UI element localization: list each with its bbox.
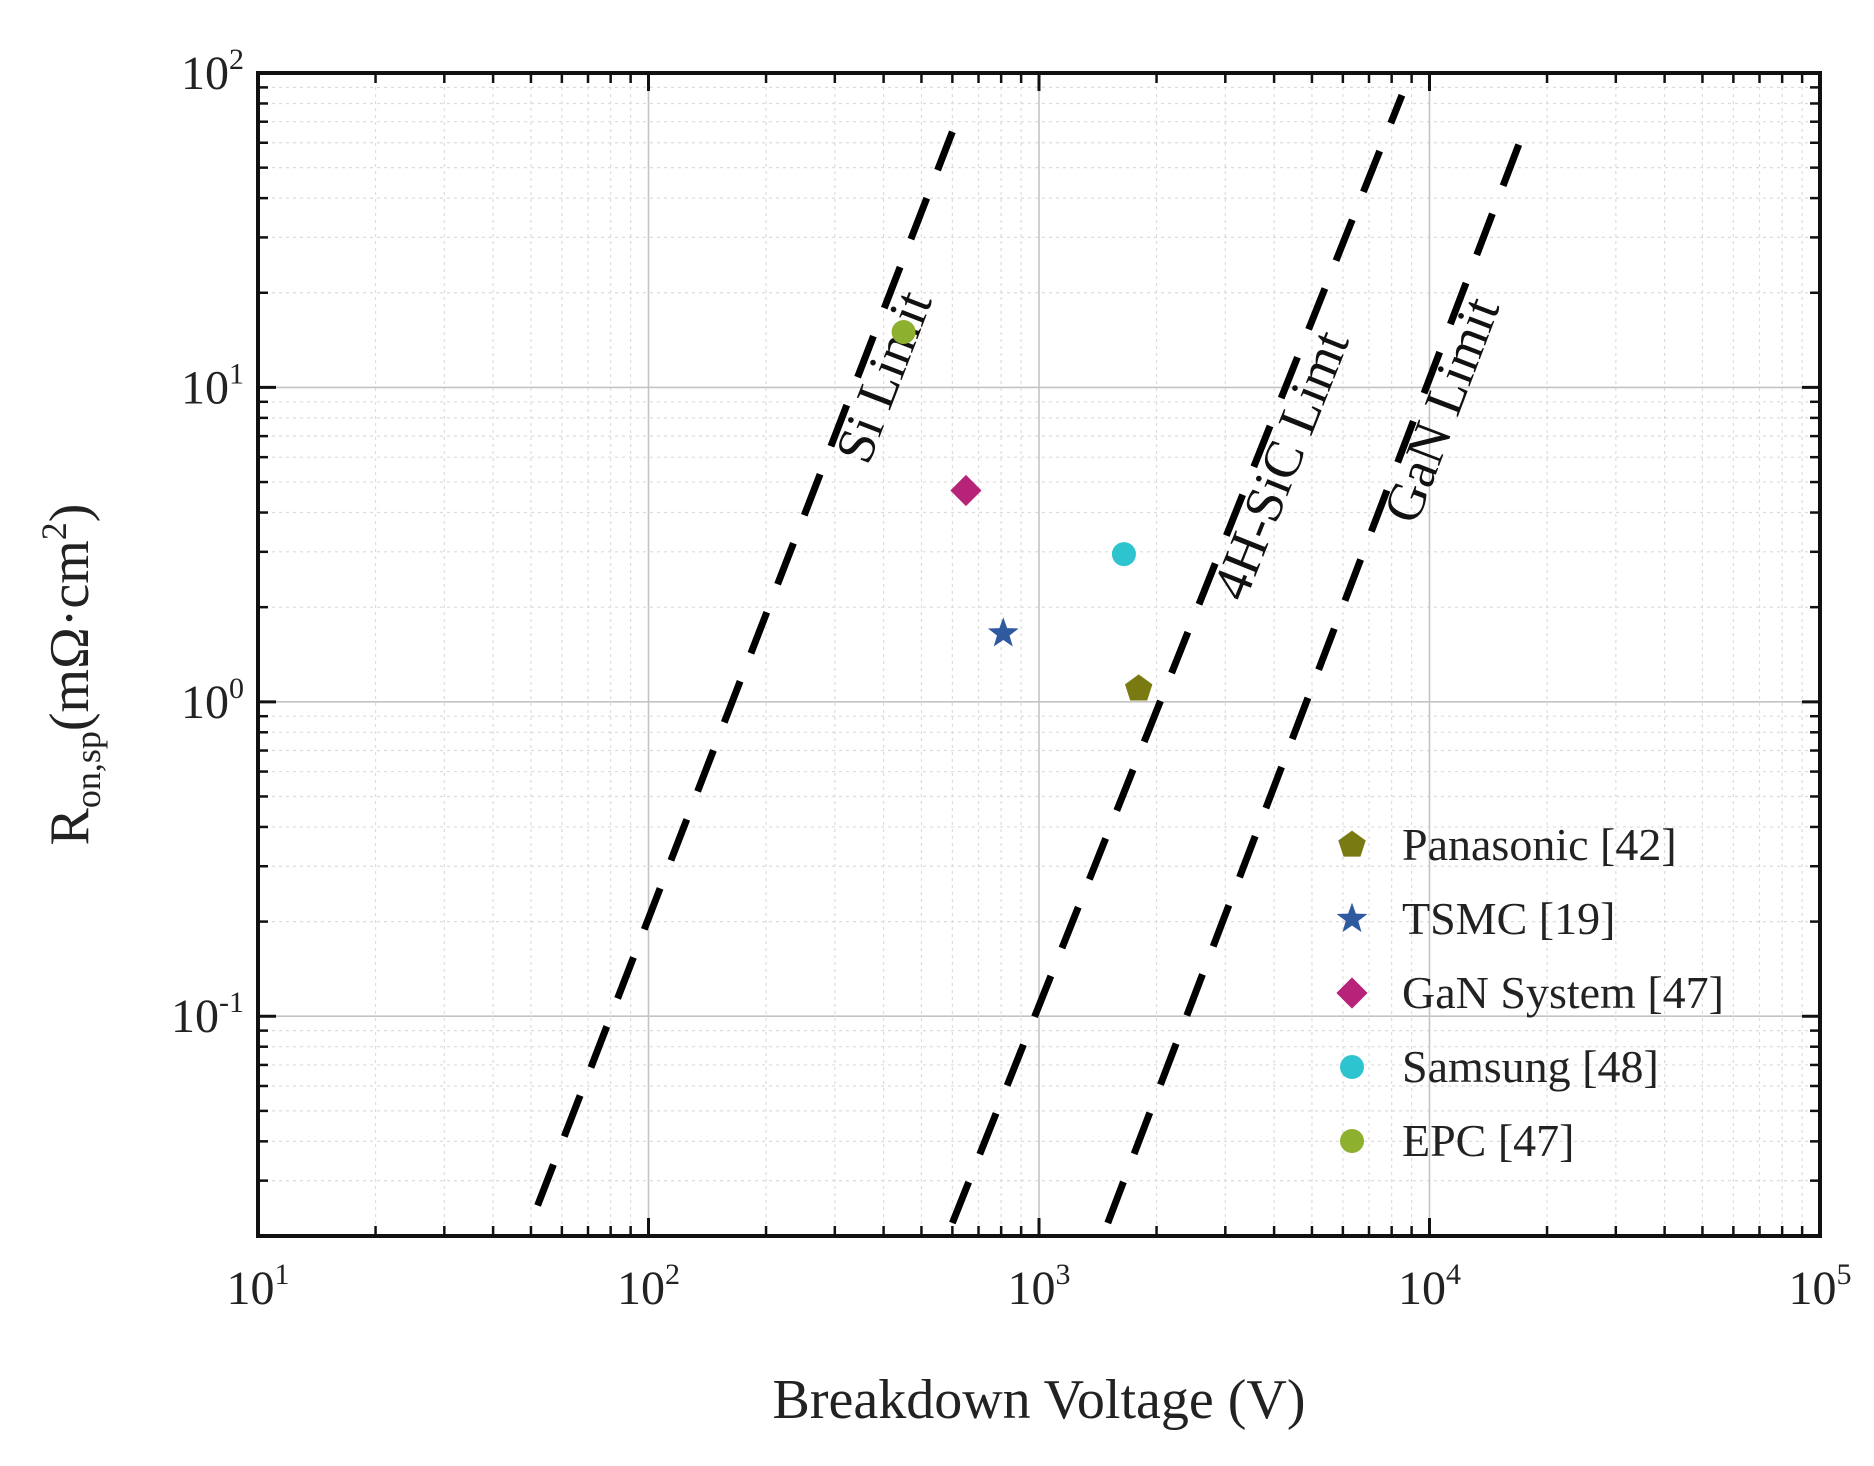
x-tick-label: 105 <box>1789 1258 1852 1315</box>
x-tick-label-base: 10 <box>227 1262 275 1315</box>
y-tick-label-exp: 1 <box>229 357 244 390</box>
legend-marker-circle <box>1340 1055 1364 1079</box>
legend-label: Panasonic [42] <box>1402 819 1677 870</box>
svg-text:Ron,sp(mΩ·cm2): Ron,sp(mΩ·cm2) <box>34 504 108 846</box>
axis-ticks <box>256 73 1820 1238</box>
x-tick-label-base: 10 <box>617 1262 665 1315</box>
y-axis-title-sub: on,sp <box>68 731 108 808</box>
limit-line-3 <box>1104 141 1523 1225</box>
y-tick-label-exp: -1 <box>219 986 244 1019</box>
data-point-pentagon <box>1124 674 1153 701</box>
y-axis-title: Ron,sp(mΩ·cm2) <box>34 504 108 846</box>
legend-marker-circle <box>1340 1129 1364 1153</box>
legend-marker-star <box>1336 902 1368 933</box>
y-tick-label-base: 10 <box>181 676 229 729</box>
x-tick-label-base: 10 <box>1398 1262 1446 1315</box>
y-tick-label-base: 10 <box>181 361 229 414</box>
y-tick-label: 10-1 <box>171 986 244 1043</box>
minor-grid <box>258 73 1820 1237</box>
legend-marker-pentagon <box>1338 830 1366 857</box>
y-axis-title-base: R <box>39 807 101 845</box>
legend: Panasonic [42] TSMC [19] GaN System [47] Sa… <box>1336 819 1724 1166</box>
legend-label: TSMC [19] <box>1402 893 1615 944</box>
y-tick-label-base: 10 <box>181 47 229 100</box>
y-axis-title-unit-end: ) <box>39 504 101 523</box>
x-tick-label-exp: 2 <box>665 1258 680 1291</box>
y-axis-title-unit-sup: 2 <box>34 522 74 540</box>
data-point-diamond <box>950 474 982 507</box>
limit-line-1 <box>534 130 956 1207</box>
x-tick-label: 102 <box>617 1258 680 1315</box>
y-tick-label: 101 <box>181 357 244 414</box>
x-tick-label-exp: 3 <box>1056 1258 1071 1291</box>
x-axis-title: Breakdown Voltage (V) <box>773 1369 1306 1431</box>
y-tick-label: 100 <box>181 672 244 729</box>
limit-line-2 <box>949 93 1406 1225</box>
legend-marker-diamond <box>1336 977 1368 1009</box>
data-points <box>891 320 1153 701</box>
x-tick-labels: 101 102 103 104 105 <box>227 1258 1852 1315</box>
x-tick-label: 103 <box>1008 1258 1071 1315</box>
legend-label: EPC [47] <box>1402 1115 1575 1166</box>
legend-label: GaN System [47] <box>1402 967 1724 1018</box>
y-tick-label: 102 <box>181 43 244 100</box>
y-tick-label-base: 10 <box>171 990 219 1043</box>
data-point-circle <box>891 320 916 345</box>
x-tick-label-base: 10 <box>1789 1262 1837 1315</box>
y-tick-label-exp: 2 <box>229 43 244 76</box>
x-tick-label-base: 10 <box>1008 1262 1056 1315</box>
x-tick-label: 104 <box>1398 1258 1461 1315</box>
x-tick-label-exp: 4 <box>1446 1258 1461 1291</box>
y-axis-title-unit: (mΩ·cm <box>39 540 101 731</box>
y-tick-label-exp: 0 <box>229 672 244 705</box>
x-tick-label-exp: 1 <box>275 1258 290 1291</box>
data-point-star <box>987 617 1019 647</box>
x-tick-label-exp: 5 <box>1837 1258 1852 1291</box>
data-point-circle <box>1111 542 1136 567</box>
x-tick-label: 101 <box>227 1258 290 1315</box>
legend-label: Samsung [48] <box>1402 1041 1659 1092</box>
limit-lines <box>534 93 1523 1225</box>
